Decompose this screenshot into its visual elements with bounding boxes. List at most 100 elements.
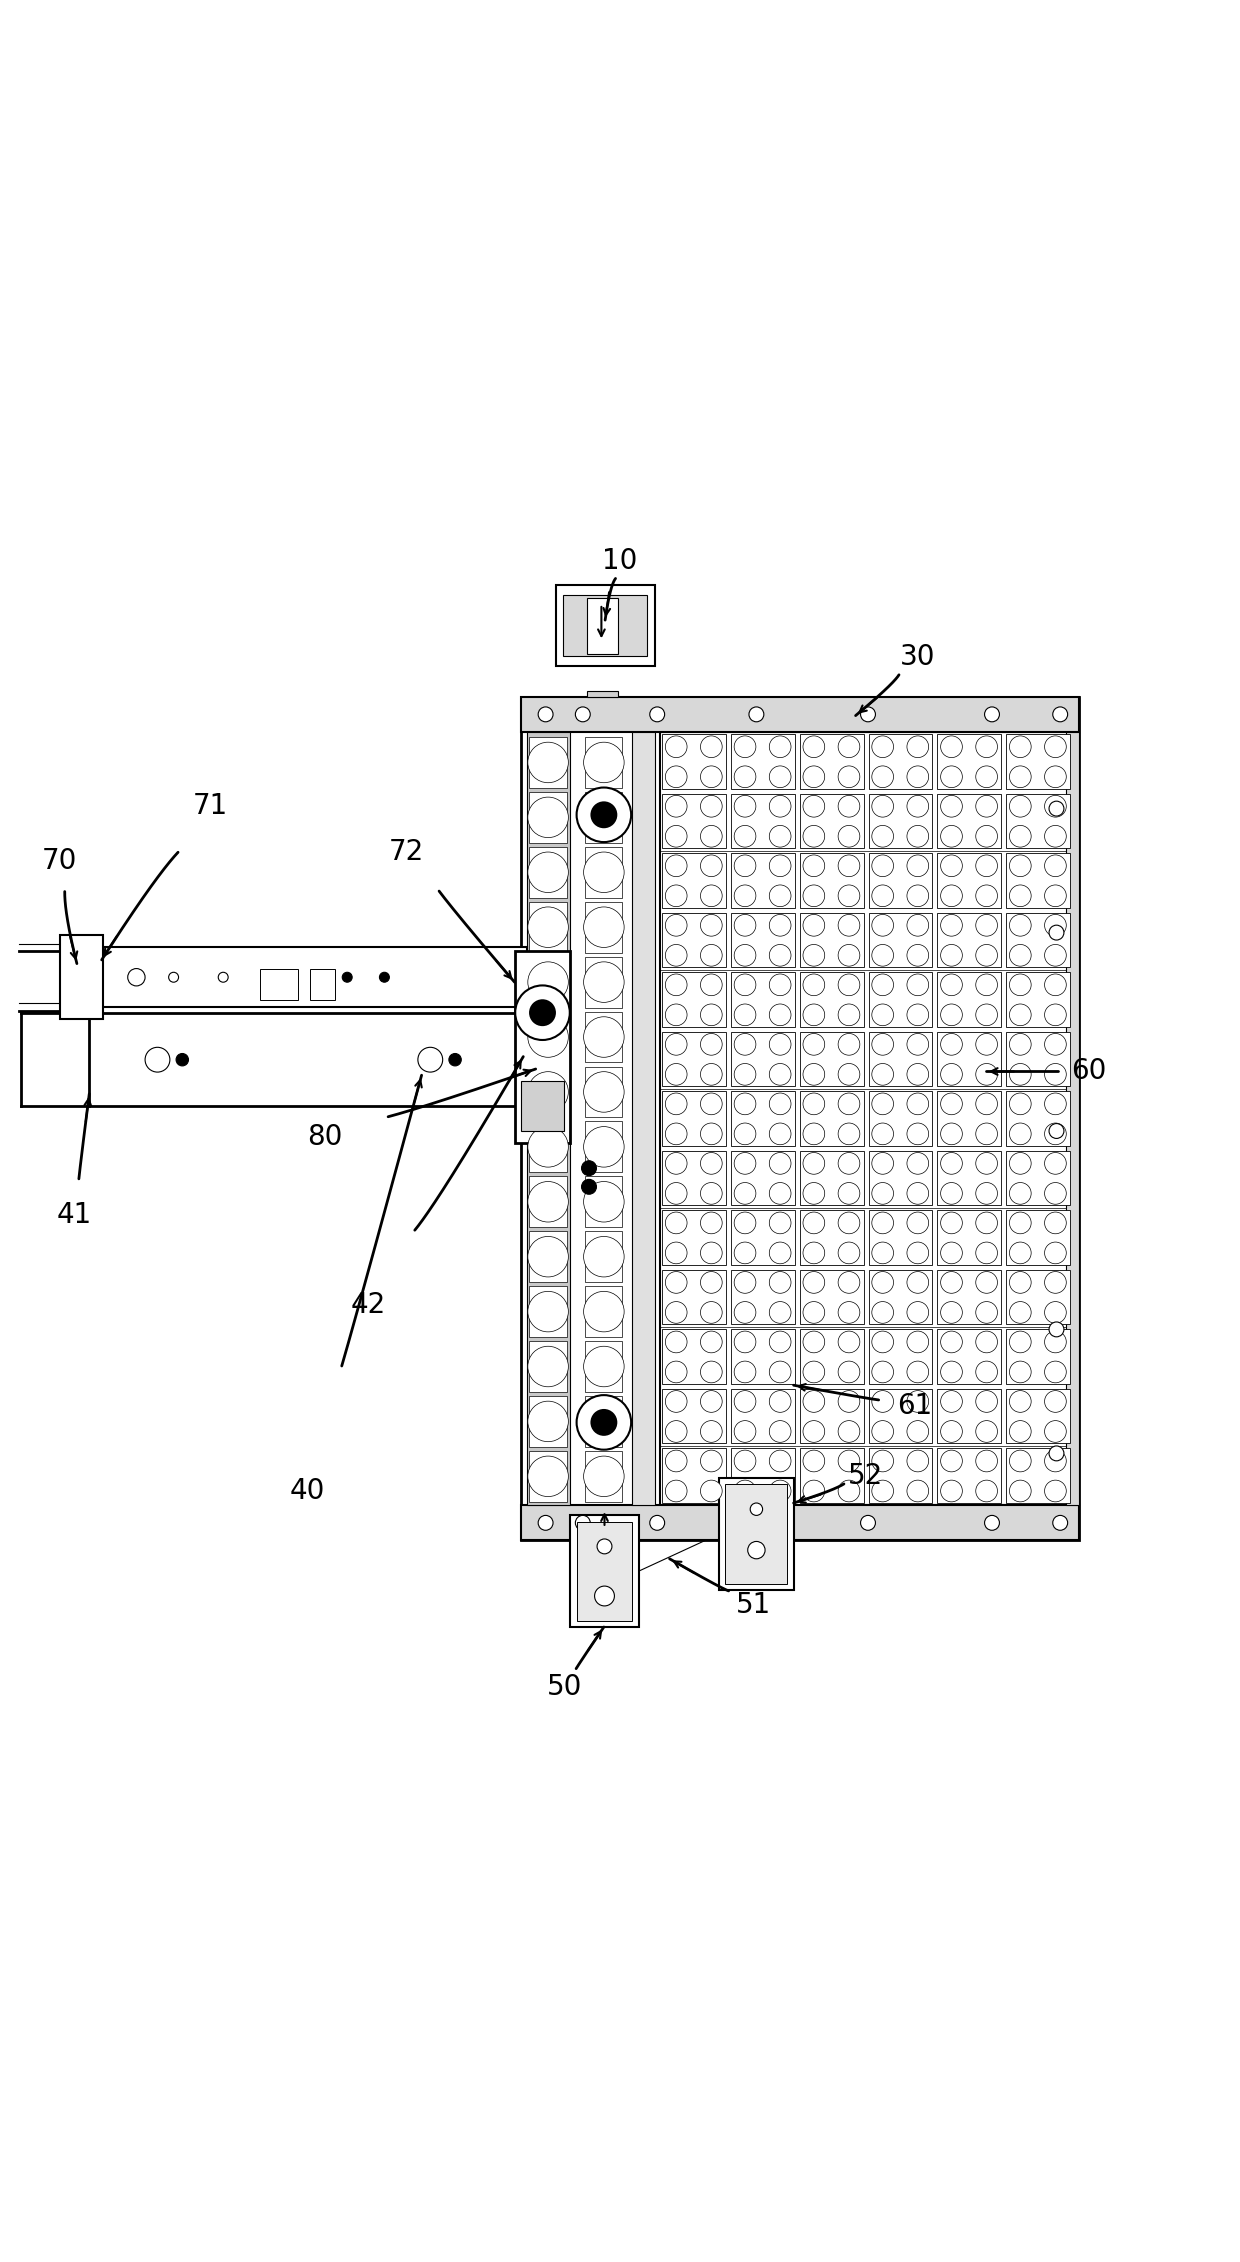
Circle shape	[734, 735, 756, 758]
Circle shape	[941, 1154, 962, 1174]
Bar	[585, 1011, 622, 1063]
Circle shape	[666, 1004, 687, 1025]
Circle shape	[528, 1072, 568, 1113]
Circle shape	[941, 796, 962, 817]
Bar	[800, 1448, 864, 1502]
Circle shape	[838, 826, 859, 848]
Circle shape	[666, 1271, 687, 1294]
Bar	[529, 1176, 567, 1228]
Text: 50: 50	[547, 1672, 582, 1701]
Bar	[521, 1506, 1079, 1540]
Circle shape	[769, 1450, 791, 1473]
Circle shape	[976, 1004, 997, 1025]
Circle shape	[769, 1154, 791, 1174]
Circle shape	[838, 884, 859, 907]
Circle shape	[861, 1516, 875, 1531]
Circle shape	[838, 1450, 859, 1473]
Circle shape	[769, 1421, 791, 1443]
Bar	[1066, 731, 1079, 1506]
Circle shape	[941, 1063, 962, 1086]
Bar	[1007, 853, 1070, 907]
Circle shape	[538, 1516, 553, 1531]
Circle shape	[906, 1479, 929, 1502]
Bar	[662, 853, 727, 907]
Circle shape	[872, 1242, 894, 1264]
Circle shape	[701, 1479, 722, 1502]
Circle shape	[872, 1093, 894, 1115]
Circle shape	[804, 975, 825, 995]
Circle shape	[666, 735, 687, 758]
Circle shape	[528, 961, 568, 1002]
Text: 10: 10	[603, 547, 637, 575]
Circle shape	[804, 1271, 825, 1294]
Bar	[800, 1151, 864, 1206]
Circle shape	[906, 1034, 929, 1054]
Circle shape	[666, 1330, 687, 1353]
Circle shape	[976, 1154, 997, 1174]
Circle shape	[906, 1212, 929, 1233]
Circle shape	[838, 946, 859, 966]
Circle shape	[804, 946, 825, 966]
Circle shape	[584, 1016, 624, 1056]
Circle shape	[1009, 1004, 1032, 1025]
Circle shape	[941, 1479, 962, 1502]
Circle shape	[1009, 1242, 1032, 1264]
Circle shape	[575, 708, 590, 722]
Circle shape	[872, 826, 894, 848]
Circle shape	[666, 1301, 687, 1323]
Circle shape	[941, 946, 962, 966]
Text: 70: 70	[42, 846, 77, 875]
Bar	[585, 737, 622, 787]
Circle shape	[872, 1004, 894, 1025]
Circle shape	[769, 1301, 791, 1323]
Circle shape	[906, 884, 929, 907]
Circle shape	[872, 1450, 894, 1473]
Circle shape	[769, 1183, 791, 1203]
Bar	[662, 1031, 727, 1086]
Circle shape	[1009, 1212, 1032, 1233]
Bar	[662, 1210, 727, 1264]
Circle shape	[1049, 1445, 1064, 1461]
Circle shape	[734, 914, 756, 936]
Bar	[868, 853, 932, 907]
Bar	[585, 1450, 622, 1502]
Circle shape	[584, 961, 624, 1002]
Bar	[800, 1389, 864, 1443]
Bar	[937, 853, 1002, 907]
Circle shape	[941, 1093, 962, 1115]
Circle shape	[838, 1330, 859, 1353]
Circle shape	[701, 1154, 722, 1174]
Circle shape	[701, 914, 722, 936]
Bar	[585, 792, 622, 844]
Bar	[868, 914, 932, 968]
Bar	[577, 1522, 632, 1622]
Circle shape	[838, 1183, 859, 1203]
Circle shape	[941, 826, 962, 848]
Circle shape	[701, 796, 722, 817]
Bar	[662, 1269, 727, 1326]
Circle shape	[906, 1362, 929, 1382]
Circle shape	[838, 855, 859, 878]
Circle shape	[449, 1054, 461, 1065]
Circle shape	[1009, 855, 1032, 878]
Circle shape	[1009, 1362, 1032, 1382]
Circle shape	[804, 855, 825, 878]
Bar	[585, 1122, 622, 1172]
Bar	[585, 957, 622, 1007]
Circle shape	[906, 946, 929, 966]
Circle shape	[976, 1122, 997, 1145]
Circle shape	[941, 1271, 962, 1294]
Circle shape	[734, 1004, 756, 1025]
Circle shape	[1049, 801, 1064, 817]
Circle shape	[666, 1450, 687, 1473]
Circle shape	[650, 708, 665, 722]
Circle shape	[1009, 1301, 1032, 1323]
Circle shape	[906, 1242, 929, 1264]
Bar	[1007, 1448, 1070, 1502]
Circle shape	[906, 1122, 929, 1145]
Circle shape	[838, 1391, 859, 1411]
Circle shape	[769, 855, 791, 878]
Circle shape	[976, 1034, 997, 1054]
Circle shape	[584, 907, 624, 948]
Circle shape	[1044, 914, 1066, 936]
